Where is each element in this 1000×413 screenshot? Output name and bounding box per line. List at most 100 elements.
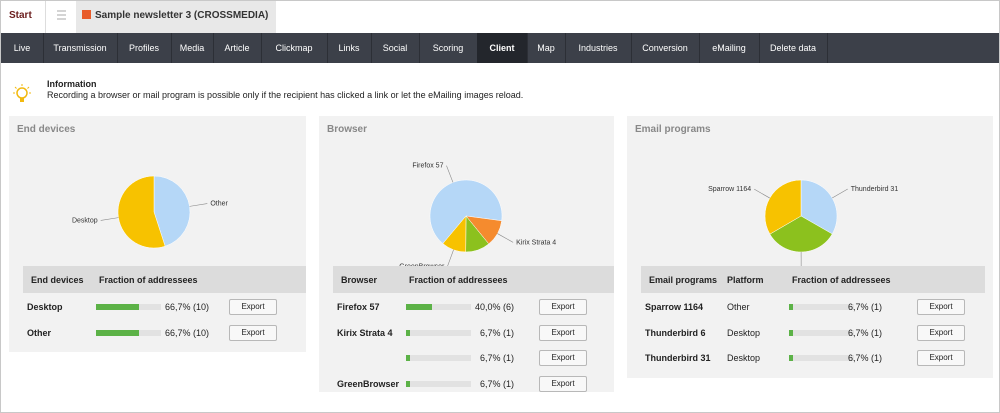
table-header: End devices Fraction of addressees xyxy=(23,266,306,293)
slice-label: Kirix Strata 4 xyxy=(516,239,556,246)
progress-track xyxy=(406,355,471,361)
fraction-text: 6,7% (1) xyxy=(479,327,514,338)
nav-item[interactable]: Profiles xyxy=(117,33,172,63)
export-button[interactable]: Export xyxy=(917,324,965,341)
progress-track xyxy=(789,355,854,361)
leader-line xyxy=(189,203,208,207)
list-glyph xyxy=(57,10,66,20)
nav-item[interactable]: eMailing xyxy=(699,33,760,63)
nav-item[interactable]: Clickmap xyxy=(261,33,328,63)
panel: Browser Firefox 57 Kirix Strata 4 GreenBrow… xyxy=(319,116,614,392)
column-header: Email programs xyxy=(649,275,718,285)
fraction-text: 6,7% (1) xyxy=(479,353,514,363)
nav-item[interactable]: Media xyxy=(171,33,214,63)
pie-chart: Thunderbird 31Thunderbird 6Sparrow 1164 xyxy=(708,179,898,274)
slice-label: Other xyxy=(210,201,228,208)
table-header: Browser Fraction of addressees xyxy=(333,266,614,293)
pie-slice xyxy=(429,179,503,244)
export-button[interactable]: Export xyxy=(539,375,587,392)
export-button[interactable]: Export xyxy=(917,350,965,366)
info-text: Recording a browser or mail program is p… xyxy=(47,90,524,100)
pie-chart: Other Desktop xyxy=(72,175,229,249)
progress-track xyxy=(406,304,471,310)
export-button[interactable]: Export xyxy=(539,350,587,366)
pie-slice xyxy=(153,175,191,247)
nav-item[interactable]: Delete data xyxy=(759,33,828,63)
slice-label: Firefox 57 xyxy=(412,163,443,170)
progress-track xyxy=(789,304,854,310)
nav-item[interactable]: Client xyxy=(477,33,528,63)
fraction-text: 6,7% (1) xyxy=(847,353,882,363)
doc-title: Sample newsletter 3 (CROSSMEDIA) xyxy=(95,10,269,21)
leader-line xyxy=(754,188,770,199)
export-button[interactable]: Export xyxy=(229,299,277,315)
slice-label: Desktop xyxy=(72,217,98,224)
name-cell: Kirix Strata 4 xyxy=(337,327,393,338)
slice-label: Sparrow 1164 xyxy=(708,186,751,193)
nav-item[interactable]: Links xyxy=(327,33,372,63)
name-cell: Other xyxy=(27,327,52,338)
nav-item[interactable]: Scoring xyxy=(419,33,478,63)
info-title: Information xyxy=(47,79,97,89)
platform-cell: Desktop xyxy=(727,353,761,363)
progress-fill xyxy=(406,355,411,361)
progress-fill xyxy=(96,329,140,336)
column-header: Platform xyxy=(727,275,764,285)
name-cell: Sparrow 1164 xyxy=(645,302,704,312)
panel-title: Browser xyxy=(327,124,368,135)
start-tab[interactable]: Start xyxy=(9,10,32,21)
fraction-text: 6,7% (1) xyxy=(847,302,882,312)
nav-item[interactable]: Live xyxy=(1,33,44,63)
column-header: Browser xyxy=(341,275,378,285)
progress-track xyxy=(96,304,161,310)
panel: End devices Other Desktop End devices Fracti… xyxy=(9,116,306,352)
doc-icon xyxy=(82,10,91,19)
leader-line xyxy=(100,217,119,221)
platform-cell: Other xyxy=(727,302,750,312)
progress-fill xyxy=(789,304,794,310)
panel-title: Email programs xyxy=(635,124,711,135)
leader-line xyxy=(497,233,514,243)
export-button[interactable]: Export xyxy=(229,324,277,341)
export-button[interactable]: Export xyxy=(539,299,587,315)
nav-item[interactable]: Social xyxy=(371,33,420,63)
progress-track xyxy=(96,329,161,336)
fraction-text: 66,7% (10) xyxy=(164,302,209,312)
leader-line xyxy=(446,165,454,183)
nav-item[interactable]: Map xyxy=(527,33,566,63)
nav-item[interactable]: Industries xyxy=(565,33,632,63)
name-cell: Firefox 57 xyxy=(337,302,380,312)
nav-item[interactable]: Conversion xyxy=(631,33,700,63)
platform-cell: Desktop xyxy=(727,327,761,338)
export-button[interactable]: Export xyxy=(539,324,587,341)
table-header: Email programs Platform Fraction of addres… xyxy=(641,266,985,293)
pie-slice xyxy=(117,175,166,249)
nav-item[interactable]: Article xyxy=(213,33,262,63)
fraction-text: 6,7% (1) xyxy=(847,327,882,338)
tab-bar: Start Sample newsletter 3 (CROSSMEDIA) xyxy=(1,1,999,34)
nav-bar: Live Transmission Profiles Media Article Clic… xyxy=(1,33,999,63)
leader-line xyxy=(447,249,454,267)
progress-fill xyxy=(789,355,794,361)
pie-slice xyxy=(764,179,802,235)
progress-fill xyxy=(406,329,411,336)
nav-item[interactable]: Transmission xyxy=(43,33,118,63)
leader-line xyxy=(832,188,848,199)
fraction-text: 66,7% (10) xyxy=(164,327,209,338)
progress-fill xyxy=(96,304,140,310)
panel-title: End devices xyxy=(17,124,76,135)
column-header: Fraction of addressees xyxy=(792,275,891,285)
list-icon[interactable] xyxy=(45,1,77,33)
name-cell: Thunderbird 6 xyxy=(645,327,706,338)
progress-fill xyxy=(406,304,432,310)
document-tab[interactable]: Sample newsletter 3 (CROSSMEDIA) xyxy=(76,1,276,33)
name-cell: GreenBrowser xyxy=(337,378,400,389)
name-cell: Desktop xyxy=(27,302,63,312)
column-header: Fraction of addressees xyxy=(99,275,198,285)
progress-fill xyxy=(789,329,794,336)
column-header: End devices xyxy=(31,275,84,285)
export-button[interactable]: Export xyxy=(917,299,965,315)
